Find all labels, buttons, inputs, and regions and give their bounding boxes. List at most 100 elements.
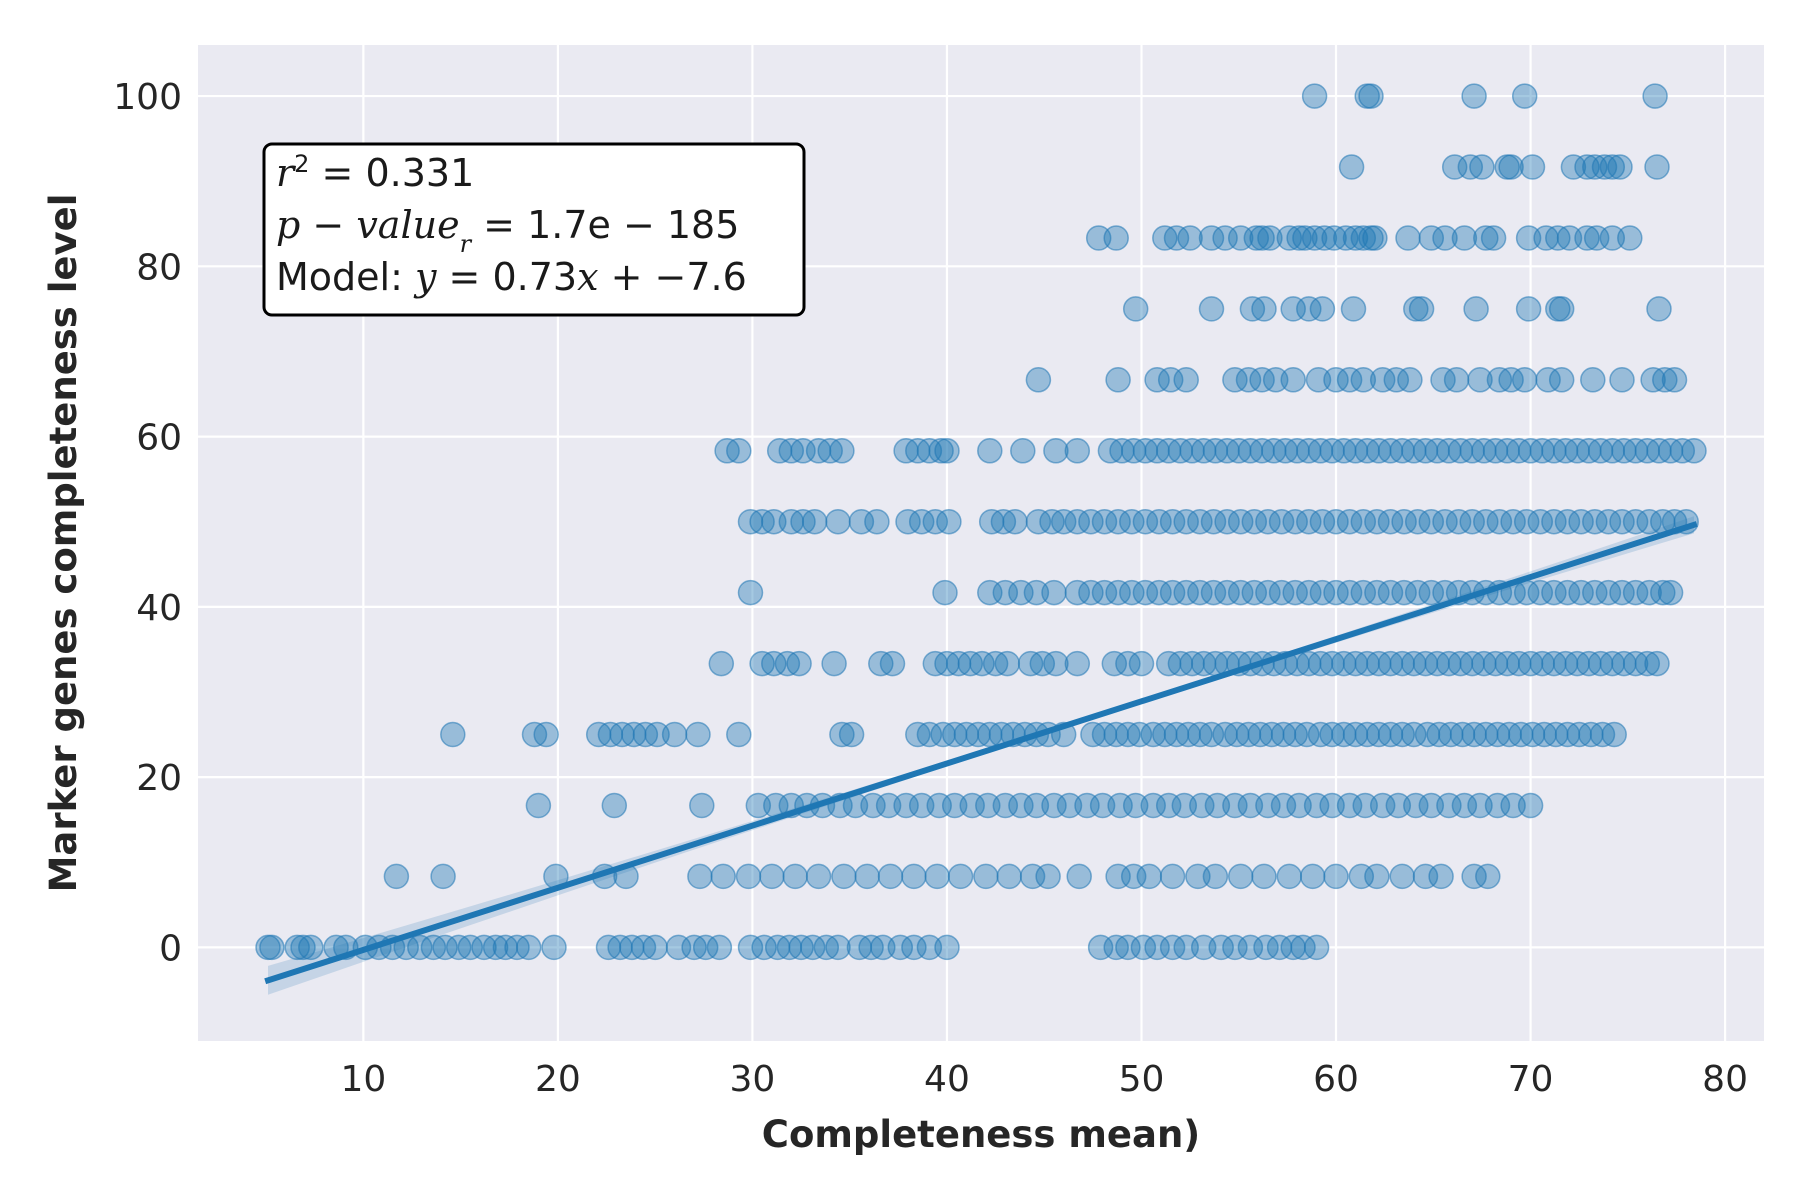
scatter-point bbox=[1403, 296, 1429, 322]
scatter-point bbox=[1173, 934, 1199, 961]
scatter-point bbox=[1241, 579, 1268, 606]
scatter-point bbox=[1609, 579, 1635, 606]
scatter-point bbox=[1644, 154, 1670, 180]
scatter-point bbox=[1115, 650, 1141, 677]
scatter-point bbox=[1554, 508, 1581, 535]
x-tick-label: 40 bbox=[924, 1059, 970, 1100]
scatter-point bbox=[1517, 792, 1544, 819]
scatter-point bbox=[1282, 579, 1308, 606]
scatter-point bbox=[1467, 367, 1493, 393]
scatter-point bbox=[1681, 438, 1707, 464]
scatter-point bbox=[1301, 225, 1328, 251]
scatter-point bbox=[1617, 225, 1643, 251]
scatter-point bbox=[259, 934, 285, 961]
scatter-point bbox=[1336, 579, 1363, 606]
scatter-point bbox=[1323, 367, 1349, 393]
scatter-point bbox=[1214, 579, 1240, 606]
scatter-point bbox=[1383, 367, 1410, 393]
scatter-point bbox=[1091, 508, 1118, 535]
scatter-point bbox=[751, 934, 777, 961]
scatter-point bbox=[829, 438, 855, 464]
scatter-point bbox=[1136, 863, 1163, 890]
scatter-point bbox=[1650, 579, 1676, 606]
scatter-point bbox=[848, 508, 875, 535]
scatter-point bbox=[1101, 650, 1128, 677]
scatter-point bbox=[1041, 792, 1067, 819]
scatter-point bbox=[1227, 579, 1254, 606]
scatter-point bbox=[1064, 508, 1091, 535]
scatter-point bbox=[831, 863, 857, 890]
scatter-point bbox=[1338, 154, 1365, 180]
scatter-point bbox=[1652, 367, 1678, 393]
scatter-point bbox=[533, 721, 559, 748]
scatter-point bbox=[1622, 579, 1649, 606]
scatter-point bbox=[1173, 367, 1199, 393]
scatter-point bbox=[737, 934, 764, 961]
scatter-point bbox=[1461, 83, 1487, 109]
scatter-point bbox=[1159, 863, 1186, 890]
scatter-point bbox=[1043, 438, 1069, 464]
scatter-point bbox=[1473, 225, 1499, 251]
scatter-point bbox=[1301, 83, 1328, 109]
scatter-point bbox=[440, 721, 466, 748]
scatter-point bbox=[1607, 154, 1633, 180]
tick-labels: 10 20 30 40 50 60 70 80 0 20 40 60 80 100 bbox=[113, 77, 1748, 1100]
scatter-point bbox=[1035, 863, 1061, 890]
scatter-point bbox=[829, 721, 855, 748]
scatter-point bbox=[879, 650, 906, 677]
scatter-point bbox=[1582, 154, 1608, 180]
scatter-point bbox=[1408, 296, 1435, 322]
scatter-point bbox=[1305, 367, 1332, 393]
stats-annotation-box: r2 = 0.331 p − valuer = 1.7e − 185 Model… bbox=[262, 142, 806, 317]
y-tick-label: 100 bbox=[113, 77, 182, 118]
scatter-point bbox=[284, 934, 310, 961]
scatter-point bbox=[1290, 934, 1316, 961]
scatter-point bbox=[1198, 225, 1225, 251]
scatter-point bbox=[1243, 225, 1270, 251]
scatter-point bbox=[1173, 579, 1199, 606]
scatter-point bbox=[1430, 367, 1456, 393]
stats-r2-line: r2 = 0.331 bbox=[276, 150, 474, 195]
scatter-point bbox=[825, 934, 851, 961]
scatter-point bbox=[1286, 225, 1312, 251]
stats-r2-value: 0.331 bbox=[365, 151, 474, 195]
y-tick-label: 40 bbox=[136, 588, 182, 629]
scatter-point bbox=[1130, 934, 1157, 961]
scatter-point bbox=[1122, 296, 1149, 322]
scatter-point bbox=[947, 863, 974, 890]
scatter-point bbox=[1336, 367, 1363, 393]
scatter-point bbox=[854, 863, 880, 890]
scatter-point bbox=[642, 934, 668, 961]
scatter-point bbox=[1389, 863, 1415, 890]
scatter-point bbox=[1171, 792, 1198, 819]
scatter-point bbox=[1595, 579, 1622, 606]
scatter-point bbox=[1292, 225, 1318, 251]
scatter-point bbox=[1187, 508, 1213, 535]
scatter-point bbox=[1085, 225, 1112, 251]
scatter-point bbox=[1636, 579, 1662, 606]
scatter-point bbox=[805, 863, 832, 890]
scatter-point bbox=[689, 792, 715, 819]
scatter-point bbox=[1089, 792, 1116, 819]
scatter-point bbox=[1198, 296, 1225, 322]
y-axis-title: Marker genes completeness level bbox=[42, 194, 85, 893]
scatter-point bbox=[1002, 508, 1028, 535]
scatter-point bbox=[1369, 367, 1396, 393]
y-tick-label: 20 bbox=[136, 758, 182, 799]
scatter-point bbox=[1146, 508, 1172, 535]
scatter-point bbox=[1286, 792, 1312, 819]
scatter-point bbox=[1025, 367, 1052, 393]
scatter-point bbox=[1661, 367, 1688, 393]
scatter-point bbox=[1646, 296, 1672, 322]
scatter-point bbox=[1350, 508, 1377, 535]
scatter-point bbox=[1255, 579, 1281, 606]
scatter-point bbox=[1299, 863, 1326, 890]
scatter-point bbox=[1198, 721, 1225, 748]
scatter-point bbox=[934, 438, 960, 464]
scatter-point bbox=[1177, 225, 1203, 251]
scatter-point bbox=[745, 792, 772, 819]
scatter-point bbox=[1459, 508, 1485, 535]
scatter-point bbox=[1362, 225, 1388, 251]
scatter-point bbox=[1364, 579, 1390, 606]
scatter-point bbox=[1599, 225, 1626, 251]
